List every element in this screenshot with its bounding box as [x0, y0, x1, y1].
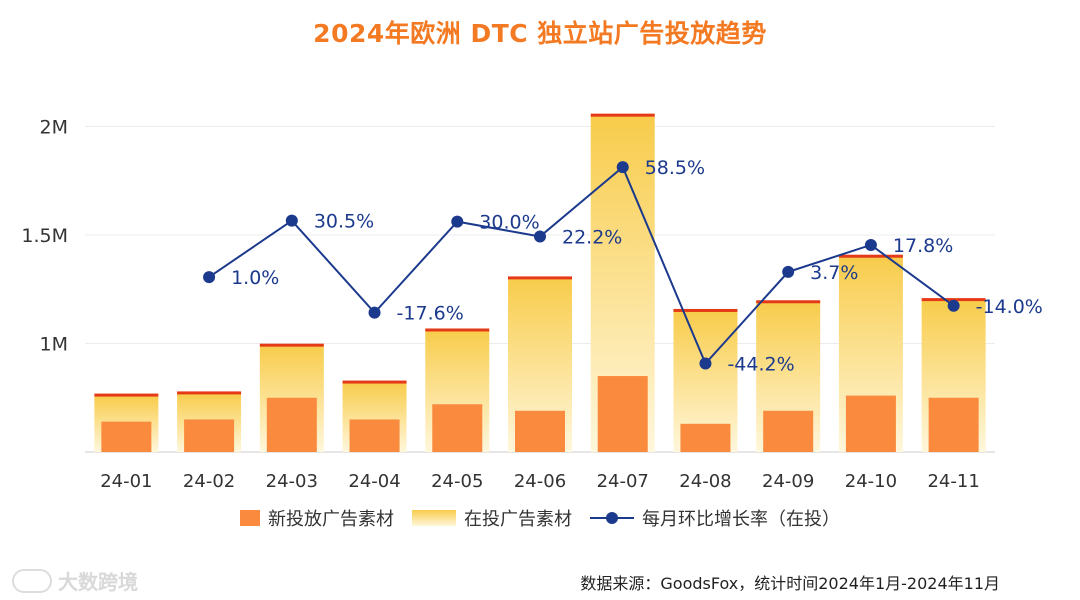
- bar-new: [928, 397, 979, 452]
- growth-point: [203, 271, 216, 284]
- legend-swatch-new: [240, 510, 260, 526]
- growth-point: [451, 215, 464, 228]
- x-tick-label: 24-09: [762, 471, 814, 492]
- x-tick-label: 24-08: [679, 471, 731, 492]
- growth-data-label: 30.5%: [314, 211, 374, 233]
- data-source: 数据来源：GoodsFox，统计时间2024年1月-2024年11月: [580, 574, 1000, 593]
- watermark-text: 大数跨境: [58, 570, 138, 594]
- growth-point: [285, 214, 298, 227]
- legend-swatch-active: [412, 510, 456, 526]
- bar-new: [680, 423, 731, 452]
- x-tick-label: 24-02: [183, 471, 235, 492]
- bar-active-cap: [259, 343, 324, 347]
- growth-data-label: 1.0%: [231, 267, 279, 289]
- growth-data-label: 30.0%: [479, 212, 539, 234]
- growth-point: [616, 161, 629, 174]
- bar-active-cap: [94, 393, 159, 397]
- bar-new: [349, 419, 400, 452]
- legend-item-growth[interactable]: 每月环比增长率（在投）: [590, 505, 840, 531]
- bar-new: [515, 410, 565, 452]
- chart-legend: 新投放广告素材 在投广告素材 每月环比增长率（在投）: [0, 505, 1080, 531]
- growth-point: [864, 238, 877, 251]
- legend-label-new: 新投放广告素材: [268, 509, 394, 530]
- growth-data-label: -44.2%: [727, 354, 794, 376]
- bar-new: [763, 410, 814, 452]
- bar-active-cap: [425, 328, 490, 332]
- x-tick-label: 24-07: [597, 471, 649, 492]
- legend-item-new[interactable]: 新投放广告素材: [240, 505, 394, 531]
- bar-new: [845, 395, 896, 452]
- bar-new: [184, 419, 235, 452]
- growth-data-label: 3.7%: [810, 262, 858, 284]
- x-tick-label: 24-04: [348, 471, 400, 492]
- growth-data-label: 58.5%: [645, 157, 705, 179]
- bar-active-cap: [756, 300, 821, 304]
- legend-item-active[interactable]: 在投广告素材: [412, 505, 572, 531]
- bar-active-cap: [921, 298, 986, 302]
- x-tick-label: 24-05: [431, 471, 483, 492]
- bar-new: [432, 404, 483, 452]
- legend-label-growth: 每月环比增长率（在投）: [642, 509, 840, 530]
- y-tick-label: 2M: [40, 117, 68, 139]
- bar-active-cap: [177, 391, 242, 395]
- growth-point: [782, 265, 795, 278]
- growth-point: [534, 230, 546, 243]
- growth-line: [208, 165, 955, 366]
- legend-swatch-growth: [590, 510, 634, 526]
- y-tick-label: 1M: [40, 334, 68, 356]
- bar-active-cap: [342, 380, 407, 384]
- bar-new: [266, 397, 317, 452]
- watermark-logo-icon: [12, 568, 52, 593]
- bar-new: [597, 376, 648, 452]
- bar-new: [101, 421, 152, 452]
- x-tick-label: 24-06: [514, 471, 566, 492]
- x-tick-label: 24-01: [100, 471, 152, 492]
- legend-label-active: 在投广告素材: [464, 509, 572, 530]
- bar-active-cap: [838, 254, 903, 258]
- growth-point: [699, 357, 712, 370]
- chart-title: 2024年欧洲 DTC 独立站广告投放趋势: [313, 19, 767, 48]
- x-tick-label: 24-10: [845, 471, 897, 492]
- growth-data-label: -17.6%: [397, 303, 464, 325]
- growth-point: [368, 306, 381, 319]
- bar-active-cap: [590, 113, 655, 117]
- growth-data-label: -14.0%: [976, 296, 1043, 318]
- y-tick-label: 1.5M: [21, 225, 68, 247]
- growth-data-label: 17.8%: [893, 235, 953, 257]
- x-tick-label: 24-03: [266, 471, 318, 492]
- watermark: 大数跨境: [12, 566, 138, 595]
- bar-active-cap: [508, 276, 572, 280]
- x-tick-label: 24-11: [927, 471, 979, 492]
- growth-point: [947, 299, 960, 312]
- bar-active-cap: [673, 308, 738, 312]
- growth-data-label: 22.2%: [562, 227, 622, 249]
